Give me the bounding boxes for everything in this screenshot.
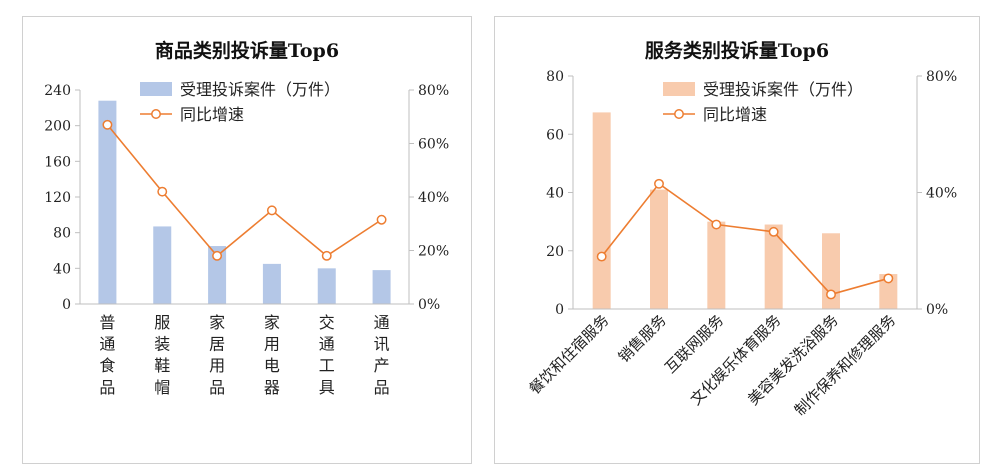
x-tick-label: 普通食品: [99, 313, 115, 397]
y-tick-label: 20%: [418, 244, 449, 260]
y-tick-label: 0: [62, 297, 71, 313]
line-point: [654, 178, 664, 189]
bar: [650, 189, 668, 309]
line-point: [826, 289, 836, 300]
y-tick-label: 160: [44, 154, 71, 170]
y-tick-label: 240: [44, 83, 71, 99]
left-chart-panel: 商品类别投诉量Top6 0 40 80 120 160 200 240 0% 20% 40% 60% 8…: [22, 16, 472, 464]
y-tick-label: 40%: [926, 186, 957, 202]
legend-line-marker: [151, 109, 161, 119]
y-tick-label: 80%: [926, 69, 957, 85]
y-tick-label: 0%: [418, 297, 440, 313]
line-point: [596, 251, 607, 262]
y-tick-label: 60%: [418, 137, 449, 153]
bar: [153, 226, 172, 304]
legend-bar-swatch: [140, 82, 172, 96]
line-point: [212, 250, 223, 261]
y-tick-label: 120: [44, 190, 71, 206]
bar: [764, 224, 783, 309]
x-tick-label: 家居用品: [209, 313, 225, 397]
line-point: [768, 226, 779, 237]
x-tick-label: 通讯产品: [374, 313, 390, 397]
y-tick-label: 0%: [926, 302, 948, 318]
y-tick-label: 20: [546, 244, 564, 260]
y-tick-label: 80: [53, 226, 71, 242]
legend-label: 受理投诉案件（万件）: [180, 80, 340, 99]
legend-line-marker: [674, 109, 684, 119]
line-point: [321, 250, 332, 261]
line-point: [157, 186, 168, 197]
y-tick-label: 40: [546, 186, 564, 202]
x-tick-label: 销售服务: [615, 311, 670, 366]
line-point: [711, 219, 722, 230]
growth-line: [601, 182, 889, 296]
x-tick-label: 家用电器: [264, 313, 280, 397]
legend-label: 受理投诉案件（万件）: [703, 80, 863, 99]
right-chart-panel: 服务类别投诉量Top6 0 20 40 60 80 0% 40% 80% 餐饮和住宿服务 销售服务互…: [494, 16, 980, 464]
x-tick-label: 交通工具: [319, 313, 335, 397]
y-tick-label: 40%: [418, 190, 449, 206]
y-tick-label: 0: [555, 302, 564, 318]
bar: [317, 268, 336, 304]
x-tick-label: 服装鞋帽: [154, 313, 170, 397]
legend-bar-swatch: [663, 82, 695, 96]
legend-label: 同比增速: [703, 105, 767, 124]
line-point: [266, 205, 277, 216]
y-tick-label: 200: [44, 119, 71, 135]
bar: [592, 112, 611, 309]
line-point: [102, 119, 113, 130]
line-point: [883, 273, 894, 284]
x-tick-label: 制作保养和修理服务: [791, 311, 899, 419]
bar: [98, 100, 117, 304]
growth-line: [106, 124, 383, 257]
bar: [262, 263, 281, 304]
bar: [208, 246, 227, 304]
legend-label: 同比增速: [180, 105, 244, 124]
chart-title: 服务类别投诉量Top6: [645, 39, 829, 62]
y-tick-label: 60: [546, 127, 564, 143]
x-tick-label: 餐饮和住宿服务: [526, 311, 613, 398]
bar: [707, 221, 726, 309]
bar: [879, 274, 898, 309]
y-tick-label: 40: [53, 261, 71, 277]
bar: [372, 270, 391, 304]
left-chart: 商品类别投诉量Top6 0 40 80 120 160 200 240 0% 20% 40% 60% 8…: [44, 39, 449, 397]
chart-title: 商品类别投诉量Top6: [155, 39, 339, 62]
line-point: [376, 214, 387, 225]
y-tick-label: 80: [546, 69, 564, 85]
y-tick-label: 80%: [418, 83, 449, 99]
